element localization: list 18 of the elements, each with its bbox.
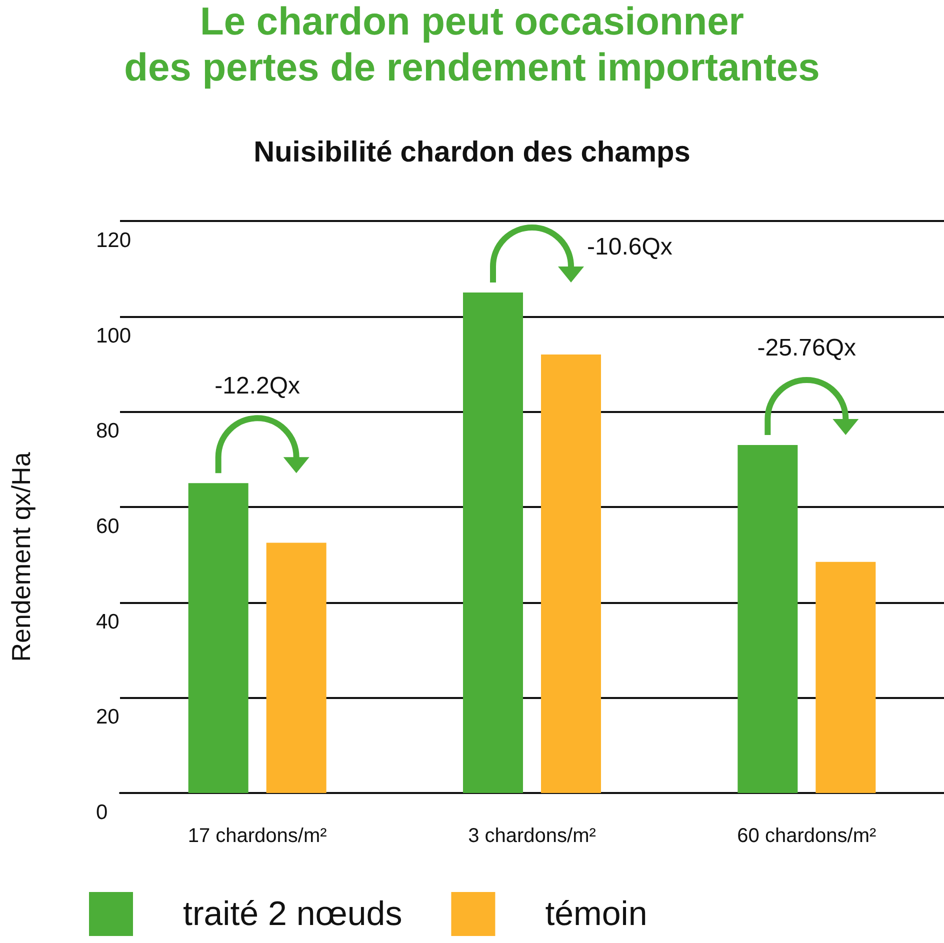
chart-subtitle: Nuisibilité chardon des champs <box>254 136 690 168</box>
y-tick-label: 120 <box>96 229 132 252</box>
annotation: -10.6Qx <box>587 234 672 260</box>
y-tick-label: 100 <box>96 324 132 348</box>
legend-label: témoin <box>545 895 648 933</box>
y-tick-label: 0 <box>96 801 108 824</box>
y-tick-label: 40 <box>96 610 120 634</box>
y-tick-label: 60 <box>96 515 120 538</box>
x-tick-label: 17 chardons/m² <box>188 825 328 847</box>
annotation: -12.2Qx <box>214 372 300 400</box>
annotation: -25.76Qx <box>757 334 856 362</box>
y-tick-label: 80 <box>96 420 120 443</box>
x-tick-label: 60 chardons/m² <box>737 825 876 847</box>
x-tick-label: 3 chardons/m² <box>468 825 596 847</box>
y-axis-title: Rendement qx/Ha <box>6 452 36 662</box>
y-tick-label: 20 <box>96 706 120 729</box>
chart-title: Le chardon peut occasionner des pertes de rendement importantes <box>124 0 820 90</box>
legend-label: traité 2 nœuds <box>183 895 402 933</box>
